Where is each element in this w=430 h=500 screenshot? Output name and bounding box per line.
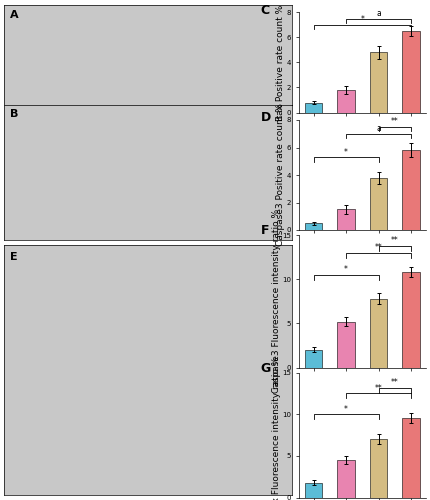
Text: F: F bbox=[261, 224, 269, 237]
Bar bbox=[337, 460, 355, 498]
Text: *: * bbox=[344, 404, 348, 413]
Text: A: A bbox=[10, 10, 18, 20]
Text: *: * bbox=[344, 265, 348, 274]
Text: G: G bbox=[261, 362, 271, 376]
Text: D: D bbox=[261, 111, 271, 124]
Text: **: ** bbox=[375, 243, 382, 252]
Text: C: C bbox=[261, 4, 270, 18]
Bar bbox=[369, 178, 387, 230]
Bar bbox=[402, 272, 420, 368]
Text: a: a bbox=[376, 9, 381, 18]
Text: *: * bbox=[344, 148, 348, 156]
Text: B: B bbox=[10, 109, 18, 119]
Bar bbox=[337, 90, 355, 112]
Bar bbox=[369, 298, 387, 368]
Bar bbox=[369, 52, 387, 112]
Text: *: * bbox=[360, 16, 364, 24]
Bar bbox=[369, 439, 387, 498]
Bar bbox=[304, 223, 322, 230]
Bar bbox=[304, 102, 322, 113]
Text: **: ** bbox=[391, 378, 399, 387]
Y-axis label: Bax Fluorescence intensity ratio %: Bax Fluorescence intensity ratio % bbox=[272, 356, 281, 500]
Y-axis label: Bax Positive rate count %: Bax Positive rate count % bbox=[276, 4, 286, 120]
Bar bbox=[337, 210, 355, 230]
Bar bbox=[337, 322, 355, 368]
Text: E: E bbox=[10, 252, 18, 262]
Bar bbox=[304, 482, 322, 498]
Text: a: a bbox=[376, 124, 381, 133]
Bar bbox=[304, 350, 322, 368]
Y-axis label: Caspase3 Fluorescence intensity ratio %: Caspase3 Fluorescence intensity ratio % bbox=[272, 209, 281, 394]
Bar bbox=[402, 418, 420, 498]
Text: **: ** bbox=[391, 236, 399, 245]
Y-axis label: Caspase3 Positive rate count %: Caspase3 Positive rate count % bbox=[276, 104, 286, 247]
Text: **: ** bbox=[391, 118, 399, 126]
Text: **: ** bbox=[375, 384, 382, 392]
Bar bbox=[402, 150, 420, 230]
Bar bbox=[402, 31, 420, 112]
